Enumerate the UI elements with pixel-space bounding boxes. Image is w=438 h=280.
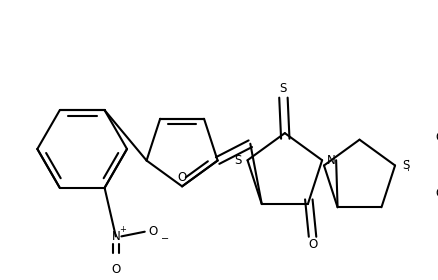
Text: O: O	[308, 238, 317, 251]
Text: O: O	[177, 171, 187, 183]
Text: +: +	[119, 225, 126, 234]
Text: S: S	[403, 159, 410, 172]
Text: S: S	[279, 82, 286, 95]
Text: O: O	[435, 187, 438, 200]
Text: O: O	[435, 131, 438, 144]
Text: S: S	[234, 154, 242, 167]
Text: O: O	[148, 225, 158, 238]
Text: N: N	[111, 230, 120, 243]
Text: O: O	[111, 263, 120, 276]
Text: −: −	[161, 234, 170, 244]
Text: N: N	[327, 154, 336, 167]
